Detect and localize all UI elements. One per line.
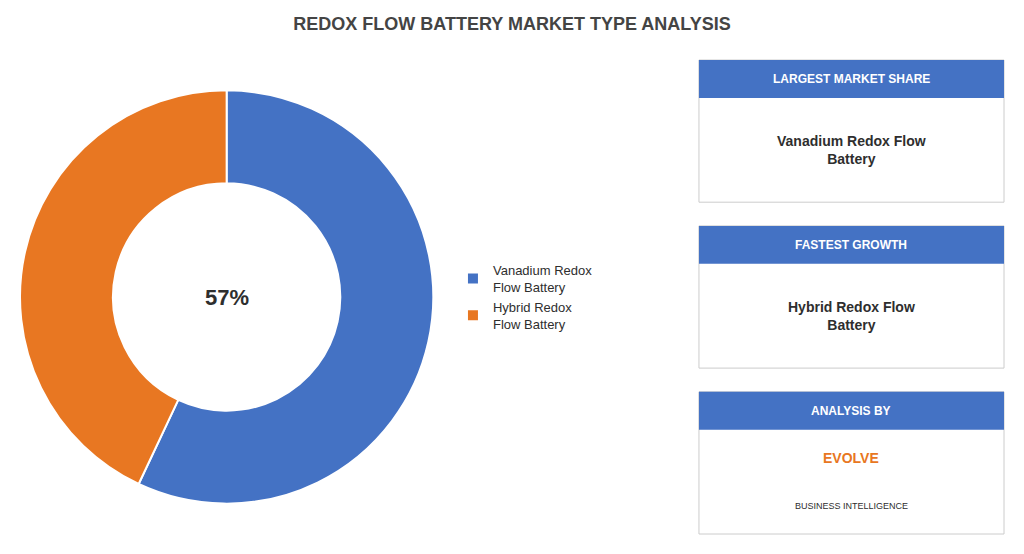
svg-text:FASTEST GROWTH: FASTEST GROWTH <box>795 238 907 252</box>
svg-text:EVOLVE: EVOLVE <box>823 450 879 466</box>
svg-text:57%: 57% <box>205 285 249 310</box>
svg-text:Vanadium Redox FlowBattery: Vanadium Redox FlowBattery <box>777 133 926 167</box>
svg-text:LARGEST MARKET SHARE: LARGEST MARKET SHARE <box>773 72 930 86</box>
svg-text:Vanadium RedoxFlow Battery: Vanadium RedoxFlow Battery <box>493 263 592 295</box>
svg-text:BUSINESS INTELLIGENCE: BUSINESS INTELLIGENCE <box>795 501 908 511</box>
svg-text:Hybrid Redox FlowBattery: Hybrid Redox FlowBattery <box>788 299 915 333</box>
svg-text:REDOX FLOW BATTERY MARKET TYPE: REDOX FLOW BATTERY MARKET TYPE ANALYSIS <box>293 14 730 34</box>
svg-text:ANALYSIS BY: ANALYSIS BY <box>811 404 891 418</box>
svg-text:Hybrid RedoxFlow Battery: Hybrid RedoxFlow Battery <box>493 300 572 332</box>
